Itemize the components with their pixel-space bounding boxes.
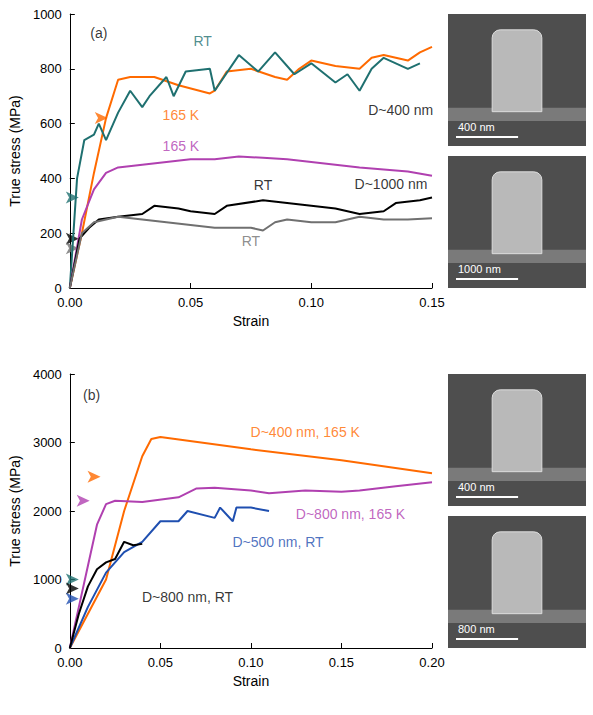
svg-text:(a): (a)	[90, 25, 107, 41]
svg-text:400 nm: 400 nm	[458, 121, 495, 133]
svg-text:0.05: 0.05	[148, 655, 173, 670]
svg-text:True stress (MPa): True stress (MPa)	[7, 455, 23, 567]
svg-text:165 K: 165 K	[163, 138, 200, 154]
svg-text:400 nm: 400 nm	[458, 481, 495, 493]
svg-text:600: 600	[40, 116, 62, 131]
svg-text:165 K: 165 K	[163, 107, 200, 123]
svg-text:RT: RT	[193, 33, 212, 49]
svg-text:0.05: 0.05	[178, 295, 203, 310]
svg-text:1000 nm: 1000 nm	[458, 263, 501, 275]
svg-text:D~400 nm, 165 K: D~400 nm, 165 K	[251, 424, 361, 440]
svg-text:RT: RT	[254, 177, 273, 193]
svg-text:800 nm: 800 nm	[458, 623, 495, 635]
svg-text:(b): (b)	[83, 387, 100, 403]
svg-text:D~1000 nm: D~1000 nm	[355, 176, 428, 192]
svg-text:0.10: 0.10	[299, 295, 324, 310]
svg-text:0.20: 0.20	[419, 655, 444, 670]
svg-text:D~400 nm: D~400 nm	[368, 102, 433, 118]
svg-text:0.00: 0.00	[57, 295, 82, 310]
svg-text:400: 400	[40, 171, 62, 186]
svg-text:True stress (MPa): True stress (MPa)	[7, 95, 23, 207]
svg-text:0.15: 0.15	[419, 295, 444, 310]
svg-text:0: 0	[55, 281, 62, 296]
svg-text:0.00: 0.00	[57, 655, 82, 670]
svg-text:1000: 1000	[33, 7, 62, 22]
svg-text:3000: 3000	[33, 435, 62, 450]
svg-text:4000: 4000	[33, 367, 62, 382]
svg-text:0.15: 0.15	[329, 655, 354, 670]
svg-text:D~800 nm, RT: D~800 nm, RT	[142, 589, 234, 605]
svg-text:Strain: Strain	[233, 673, 270, 689]
svg-text:0.10: 0.10	[238, 655, 263, 670]
svg-text:D~500 nm, RT: D~500 nm, RT	[232, 534, 324, 550]
svg-text:2000: 2000	[33, 504, 62, 519]
svg-text:D~800 nm, 165 K: D~800 nm, 165 K	[296, 506, 406, 522]
svg-text:200: 200	[40, 226, 62, 241]
svg-text:RT: RT	[242, 233, 261, 249]
svg-text:0: 0	[55, 641, 62, 656]
svg-text:Strain: Strain	[233, 313, 270, 329]
svg-text:1000: 1000	[33, 572, 62, 587]
svg-text:800: 800	[40, 61, 62, 76]
